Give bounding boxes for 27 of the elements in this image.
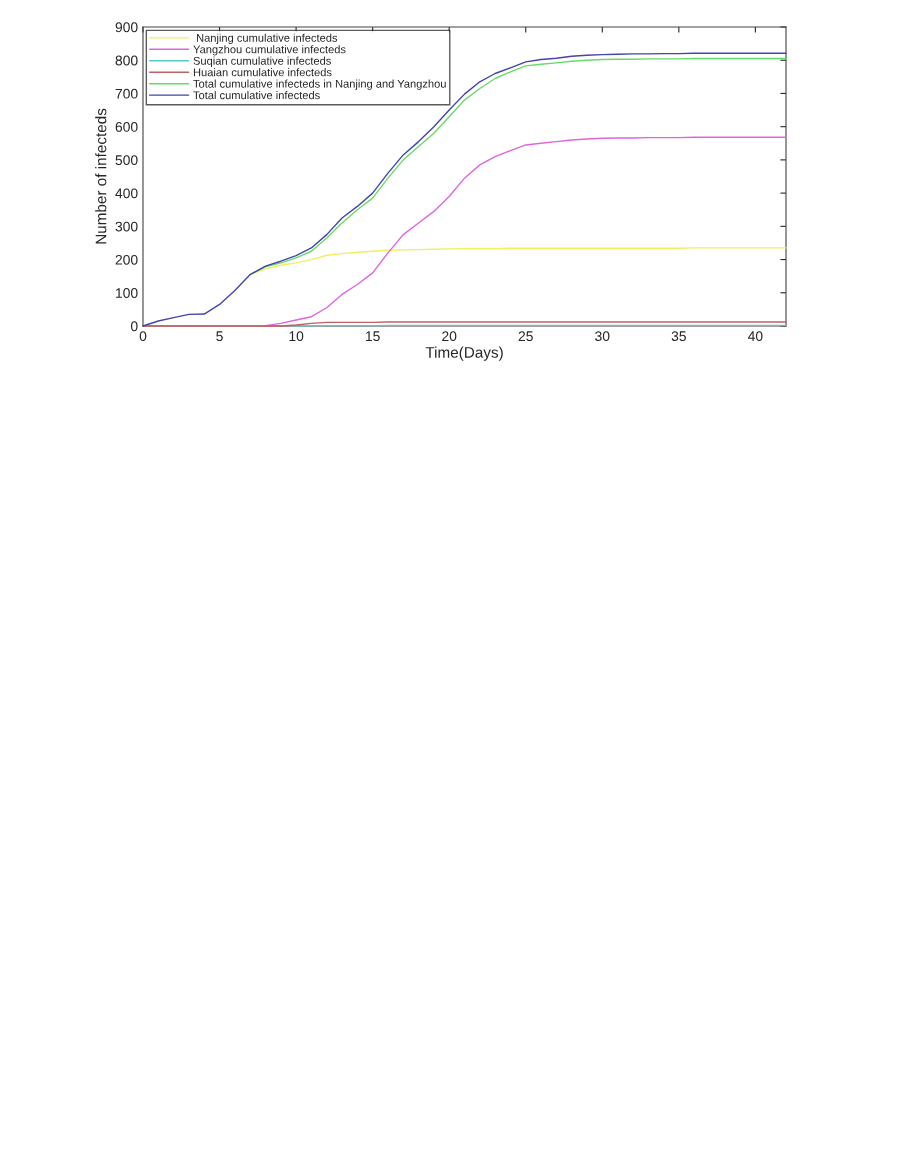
x-tick-label: 0 — [139, 331, 147, 342]
x-tick-label: 5 — [216, 331, 223, 342]
y-tick-label: 500 — [115, 155, 138, 166]
y-tick-label: 800 — [115, 55, 138, 66]
y-tick-label: 100 — [116, 288, 138, 298]
legend-label: Suqian cumulative infecteds — [193, 56, 331, 67]
legend-label: Nanjing cumulative infecteds — [197, 33, 338, 45]
legend-label: Total cumulative infecteds — [193, 91, 320, 100]
x-tick-label: 20 — [442, 331, 457, 342]
y-tick-label: 900 — [115, 22, 138, 33]
x-axis-title: Time(Days) — [425, 346, 503, 361]
y-tick-label: 600 — [115, 122, 138, 132]
y-tick-label: 200 — [115, 254, 138, 265]
x-tick-label: 10 — [289, 331, 304, 342]
x-tick-label: 15 — [365, 331, 380, 342]
legend-label: Yangzhou cumulative infecteds — [193, 45, 346, 56]
y-axis-title: Number of infecteds — [95, 108, 107, 244]
x-tick-label: 25 — [518, 331, 533, 342]
x-tick-label: 40 — [747, 331, 763, 342]
y-tick-label: 700 — [115, 88, 138, 99]
legend-label: Total cumulative infecteds in Nanjing and Yangzhou — [193, 79, 446, 90]
legend-label: Huaian cumulative infecteds — [193, 68, 332, 77]
x-tick-label: 30 — [595, 331, 610, 342]
x-tick-label: 35 — [671, 331, 686, 342]
y-tick-label: 0 — [130, 321, 138, 332]
y-tick-label: 400 — [115, 188, 138, 199]
y-tick-label: 300 — [115, 221, 138, 232]
